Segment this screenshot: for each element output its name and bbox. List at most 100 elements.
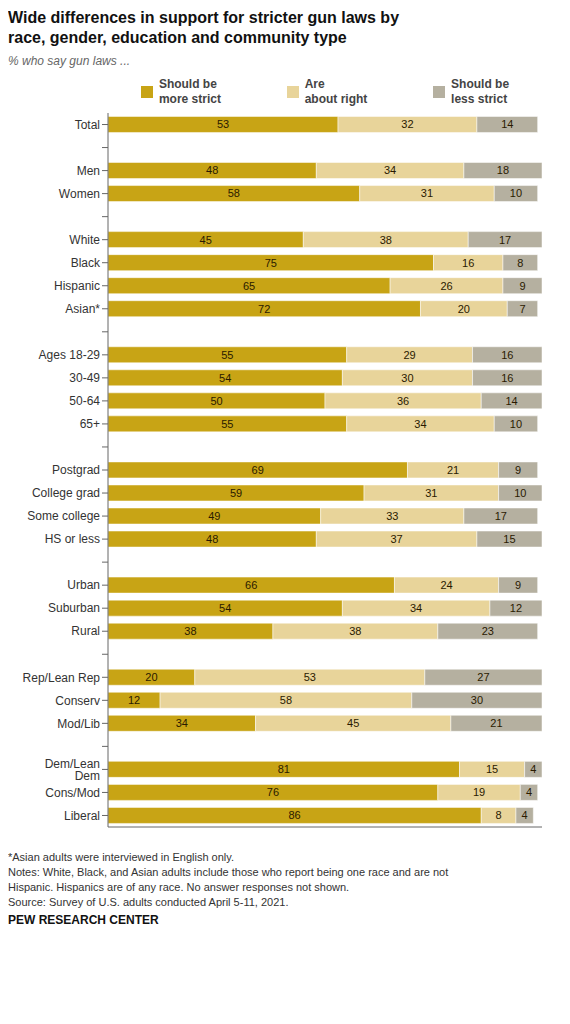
svg-text:21: 21 bbox=[490, 717, 502, 729]
svg-text:34: 34 bbox=[384, 164, 396, 176]
svg-text:9: 9 bbox=[519, 280, 525, 292]
svg-text:16: 16 bbox=[501, 372, 513, 384]
svg-text:Black: Black bbox=[71, 256, 101, 270]
svg-text:Men: Men bbox=[77, 164, 100, 178]
svg-text:59: 59 bbox=[230, 487, 242, 499]
svg-text:65+: 65+ bbox=[80, 417, 100, 431]
svg-text:8: 8 bbox=[517, 257, 523, 269]
svg-text:45: 45 bbox=[347, 717, 359, 729]
svg-text:Cons/Mod: Cons/Mod bbox=[45, 786, 100, 800]
svg-text:23: 23 bbox=[482, 625, 494, 637]
svg-text:65: 65 bbox=[243, 280, 255, 292]
svg-text:53: 53 bbox=[304, 671, 316, 683]
svg-text:20: 20 bbox=[458, 303, 470, 315]
svg-text:54: 54 bbox=[219, 602, 231, 614]
svg-text:White: White bbox=[69, 233, 100, 247]
svg-text:Suburban: Suburban bbox=[48, 601, 100, 615]
svg-text:72: 72 bbox=[258, 303, 270, 315]
svg-text:58: 58 bbox=[228, 187, 240, 199]
svg-text:34: 34 bbox=[410, 602, 422, 614]
svg-text:4: 4 bbox=[530, 763, 536, 775]
svg-text:21: 21 bbox=[447, 464, 459, 476]
svg-text:Urban: Urban bbox=[67, 578, 100, 592]
svg-text:9: 9 bbox=[515, 464, 521, 476]
svg-text:Rep/Lean Rep: Rep/Lean Rep bbox=[23, 671, 101, 685]
svg-text:69: 69 bbox=[252, 464, 264, 476]
svg-text:24: 24 bbox=[440, 579, 452, 591]
svg-text:30-49: 30-49 bbox=[69, 371, 100, 385]
svg-text:50: 50 bbox=[210, 395, 222, 407]
svg-text:Women: Women bbox=[59, 187, 100, 201]
svg-text:HS or less: HS or less bbox=[45, 532, 100, 546]
svg-text:45: 45 bbox=[200, 234, 212, 246]
svg-text:15: 15 bbox=[503, 533, 515, 545]
html-text:PEW RESEARCH CENTER: PEW RESEARCH CENTER bbox=[8, 913, 159, 928]
svg-text:55: 55 bbox=[221, 349, 233, 361]
svg-text:Asian*: Asian* bbox=[65, 302, 100, 316]
svg-text:Dem/LeanDem: Dem/LeanDem bbox=[45, 757, 100, 783]
svg-text:26: 26 bbox=[440, 280, 452, 292]
svg-text:College grad: College grad bbox=[32, 486, 100, 500]
html-text:% who say gun laws ...: % who say gun laws ... bbox=[8, 54, 131, 68]
svg-text:16: 16 bbox=[462, 257, 474, 269]
svg-text:10: 10 bbox=[514, 487, 526, 499]
html-text:race, gender, education and co: race, gender, education and community ty… bbox=[8, 29, 347, 46]
svg-text:34: 34 bbox=[414, 418, 426, 430]
svg-text:30: 30 bbox=[471, 694, 483, 706]
svg-text:81: 81 bbox=[278, 763, 290, 775]
svg-text:20: 20 bbox=[145, 671, 157, 683]
svg-text:38: 38 bbox=[380, 234, 392, 246]
svg-text:7: 7 bbox=[519, 303, 525, 315]
svg-text:31: 31 bbox=[421, 187, 433, 199]
svg-text:58: 58 bbox=[280, 694, 292, 706]
svg-text:31: 31 bbox=[425, 487, 437, 499]
svg-text:19: 19 bbox=[473, 786, 485, 798]
svg-text:Hispanic: Hispanic bbox=[54, 279, 100, 293]
svg-text:48: 48 bbox=[206, 164, 218, 176]
svg-text:48: 48 bbox=[206, 533, 218, 545]
svg-text:38: 38 bbox=[349, 625, 361, 637]
svg-text:Mod/Lib: Mod/Lib bbox=[57, 717, 100, 731]
svg-text:Postgrad: Postgrad bbox=[52, 463, 100, 477]
svg-text:75: 75 bbox=[265, 257, 277, 269]
svg-text:4: 4 bbox=[526, 786, 532, 798]
svg-text:53: 53 bbox=[217, 118, 229, 130]
svg-text:49: 49 bbox=[208, 510, 220, 522]
svg-text:Ages 18-29: Ages 18-29 bbox=[39, 348, 101, 362]
svg-text:37: 37 bbox=[390, 533, 402, 545]
svg-text:Rural: Rural bbox=[71, 624, 100, 638]
svg-text:Some college: Some college bbox=[27, 509, 100, 523]
svg-text:14: 14 bbox=[501, 118, 513, 130]
svg-text:12: 12 bbox=[510, 602, 522, 614]
svg-text:55: 55 bbox=[221, 418, 233, 430]
svg-text:50-64: 50-64 bbox=[69, 394, 100, 408]
svg-text:27: 27 bbox=[477, 671, 489, 683]
svg-text:54: 54 bbox=[219, 372, 231, 384]
svg-text:33: 33 bbox=[386, 510, 398, 522]
svg-text:36: 36 bbox=[397, 395, 409, 407]
svg-text:Liberal: Liberal bbox=[64, 809, 100, 823]
svg-text:16: 16 bbox=[501, 349, 513, 361]
svg-text:76: 76 bbox=[267, 786, 279, 798]
svg-text:86: 86 bbox=[288, 809, 300, 821]
svg-text:32: 32 bbox=[401, 118, 413, 130]
svg-text:34: 34 bbox=[176, 717, 188, 729]
svg-text:29: 29 bbox=[404, 349, 416, 361]
svg-text:17: 17 bbox=[499, 234, 511, 246]
svg-text:17: 17 bbox=[495, 510, 507, 522]
svg-text:10: 10 bbox=[510, 187, 522, 199]
svg-text:66: 66 bbox=[245, 579, 257, 591]
svg-text:14: 14 bbox=[505, 395, 517, 407]
svg-text:38: 38 bbox=[184, 625, 196, 637]
svg-text:9: 9 bbox=[515, 579, 521, 591]
svg-text:30: 30 bbox=[401, 372, 413, 384]
svg-text:Conserv: Conserv bbox=[55, 694, 100, 708]
svg-text:4: 4 bbox=[522, 809, 528, 821]
svg-text:15: 15 bbox=[486, 763, 498, 775]
html-text:Wide differences in support fo: Wide differences in support for stricter… bbox=[8, 9, 399, 26]
svg-text:Total: Total bbox=[75, 118, 100, 132]
svg-text:10: 10 bbox=[510, 418, 522, 430]
svg-text:12: 12 bbox=[128, 694, 140, 706]
svg-text:8: 8 bbox=[496, 809, 502, 821]
svg-text:18: 18 bbox=[497, 164, 509, 176]
